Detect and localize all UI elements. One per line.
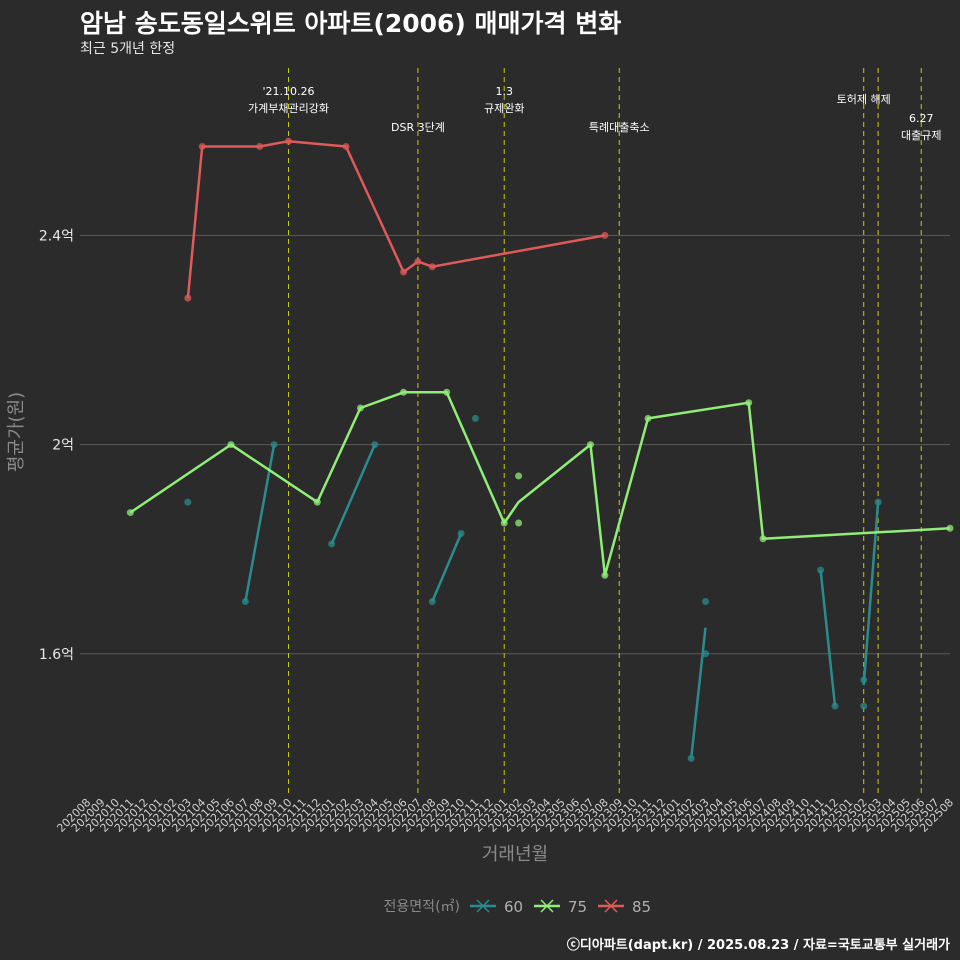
- series-line-60: [244, 444, 276, 602]
- data-point-75: [227, 441, 235, 449]
- data-point-60: [471, 414, 479, 422]
- legend-key-cross-85: [604, 899, 618, 913]
- y-tick-label: 2억: [52, 438, 74, 454]
- data-point-85: [428, 263, 436, 271]
- data-point-75: [946, 524, 954, 532]
- data-point-60: [860, 702, 868, 710]
- data-point-75: [126, 509, 134, 517]
- chart-caption: ⓒ디아파트(dapt.kr) / 2025.08.23 / 자료=국토교통부 실…: [566, 938, 950, 953]
- chart-subtitle: 최근 5개년 한정: [80, 41, 176, 57]
- series-line-60: [330, 444, 376, 545]
- legend-key-cross-75: [540, 899, 554, 913]
- data-point-75: [586, 441, 594, 449]
- y-axis-title: 평균가(원): [6, 392, 27, 472]
- data-point-75: [400, 388, 408, 396]
- data-point-75: [515, 519, 523, 527]
- data-point-60: [874, 498, 882, 506]
- data-point-60: [328, 540, 336, 548]
- data-point-60: [687, 754, 695, 762]
- data-point-85: [414, 258, 422, 266]
- data-point-60: [702, 650, 710, 658]
- data-point-60: [817, 566, 825, 574]
- data-point-60: [831, 702, 839, 710]
- data-point-75: [601, 571, 609, 579]
- data-point-75: [443, 388, 451, 396]
- x-axis-title: 거래년월: [482, 844, 548, 865]
- event-label: 특례대출축소: [589, 121, 650, 134]
- data-point-60: [457, 529, 465, 537]
- data-point-75: [759, 535, 767, 543]
- legend-title: 전용면적(㎡): [384, 899, 460, 915]
- data-point-85: [184, 294, 192, 302]
- legend-key-cross-60: [476, 899, 490, 913]
- data-point-85: [198, 142, 206, 150]
- data-point-75: [356, 404, 364, 412]
- series-line-60: [431, 533, 463, 602]
- legend-label-75: 75: [568, 898, 587, 916]
- data-point-60: [702, 597, 710, 605]
- data-point-75: [515, 472, 523, 480]
- legend-label-60: 60: [504, 898, 523, 916]
- data-point-85: [601, 231, 609, 239]
- event-label: '21.10.26: [263, 85, 315, 98]
- data-point-60: [860, 676, 868, 684]
- y-tick-label: 1.6억: [39, 647, 74, 663]
- data-point-85: [400, 268, 408, 276]
- data-point-60: [371, 441, 379, 449]
- data-point-60: [241, 597, 249, 605]
- data-point-85: [285, 137, 293, 145]
- data-point-60: [270, 441, 278, 449]
- data-point-60: [428, 597, 436, 605]
- event-label: 1.3: [495, 85, 513, 98]
- y-tick-label: 2.4억: [39, 228, 74, 244]
- data-point-75: [500, 519, 508, 527]
- data-point-60: [184, 498, 192, 506]
- event-label: 대출규제: [901, 129, 941, 142]
- data-point-75: [313, 498, 321, 506]
- series-line-60: [819, 569, 837, 707]
- series-line-85: [186, 139, 606, 299]
- event-label: 규제완화: [484, 102, 524, 115]
- data-point-85: [342, 142, 350, 150]
- data-point-85: [256, 142, 264, 150]
- event-label: 6.27: [909, 112, 934, 125]
- data-point-75: [644, 414, 652, 422]
- event-label: 토허제 해제: [837, 92, 891, 106]
- series-line-60: [689, 627, 707, 759]
- data-point-75: [745, 399, 753, 407]
- legend-label-85: 85: [632, 898, 651, 916]
- event-label: DSR 3단계: [391, 121, 445, 134]
- event-label: 가계부채관리강화: [248, 102, 329, 115]
- chart-title: 암남 송도동일스위트 아파트(2006) 매매가격 변화: [80, 9, 622, 38]
- series-line-75: [129, 391, 951, 577]
- series-line-60: [862, 502, 880, 686]
